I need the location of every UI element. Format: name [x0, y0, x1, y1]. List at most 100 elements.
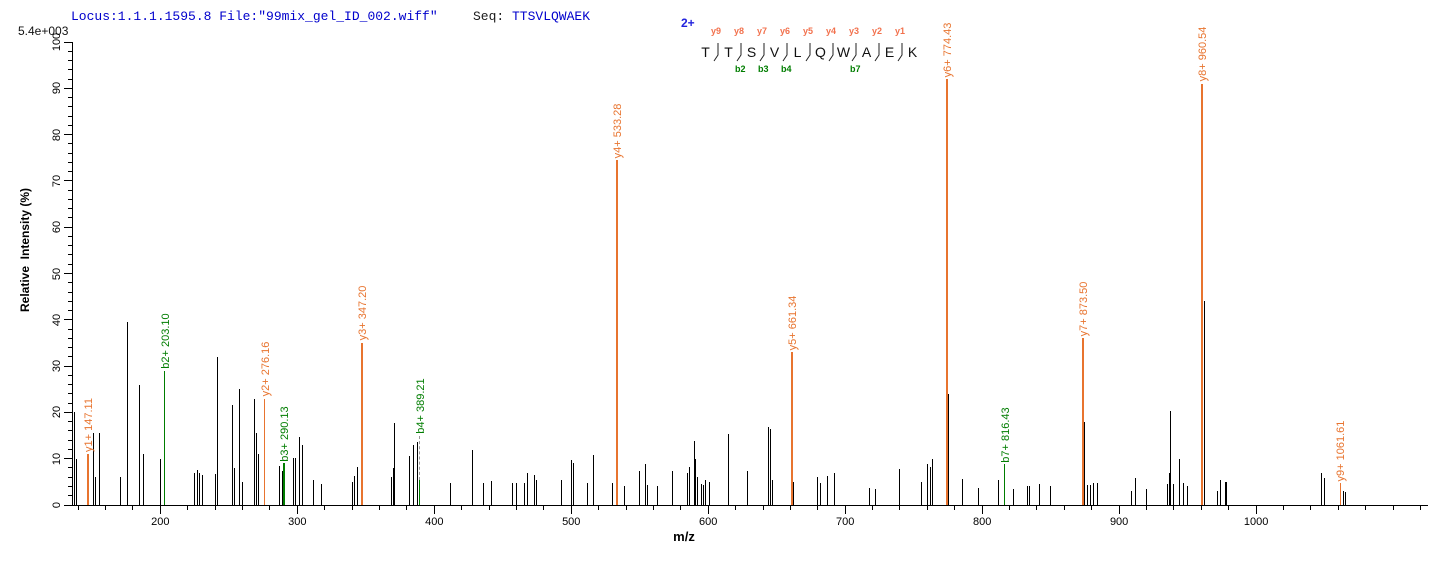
x-tick-label: 500 — [562, 516, 581, 528]
y-minor-tick — [68, 245, 72, 247]
y-tick-label-text: 40 — [51, 313, 63, 326]
peak — [120, 477, 122, 505]
peak — [1130, 491, 1132, 505]
peak — [570, 460, 572, 505]
y-major-tick — [64, 180, 72, 182]
divider-mark-icon — [828, 43, 834, 62]
x-tick-label: 1000 — [1243, 516, 1269, 528]
b-ion-peak — [163, 370, 166, 505]
peak — [689, 467, 691, 505]
peak — [833, 472, 835, 505]
y-minor-tick — [68, 485, 72, 487]
peak — [511, 483, 513, 505]
peak — [998, 479, 1000, 505]
residue-letter: E — [884, 44, 895, 60]
peak — [1084, 421, 1086, 505]
x-major-tick — [844, 505, 846, 514]
fragment-divider: y3 b7 — [849, 26, 861, 74]
y-minor-tick — [68, 430, 72, 432]
fragment-label-text: y2+ 276.16 — [259, 341, 272, 397]
x-minor-tick — [77, 505, 79, 510]
peak — [702, 485, 704, 505]
b-ion-peak — [283, 463, 285, 505]
y-ion-peak — [1339, 483, 1342, 505]
x-minor-tick — [1091, 505, 1093, 510]
x-minor-tick — [324, 505, 326, 510]
peak — [1089, 485, 1091, 505]
peak — [977, 488, 979, 505]
fragment-divider: y7 b3 — [757, 26, 769, 74]
x-minor-tick — [762, 505, 764, 510]
fragment-divider: y9 — [711, 26, 721, 64]
x-minor-tick — [1419, 505, 1421, 510]
peak — [704, 479, 706, 505]
x-tick-label: 400 — [425, 516, 444, 528]
locus-file-text: Locus:1.1.1.1595.8 File:"99mix_gel_ID_00… — [71, 9, 438, 24]
peak — [391, 477, 393, 505]
peak — [302, 444, 304, 505]
y-minor-tick — [68, 198, 72, 200]
peak — [258, 454, 260, 505]
peak — [624, 486, 626, 505]
peak — [472, 449, 474, 505]
y-minor-tick — [68, 310, 72, 312]
peak — [592, 454, 594, 505]
y-tick-label-text: 20 — [51, 406, 63, 419]
peak — [1324, 478, 1326, 505]
ladder-b-ion-label: b4 — [781, 64, 792, 74]
peak — [1343, 491, 1345, 505]
x-tick-label: 600 — [699, 516, 718, 528]
y-minor-tick — [68, 124, 72, 126]
x-axis-line — [64, 505, 1428, 506]
x-minor-tick — [1282, 505, 1284, 510]
peak — [657, 486, 659, 505]
y-major-tick — [64, 365, 72, 367]
y-tick-label-text: 90 — [51, 82, 63, 95]
x-minor-tick — [269, 505, 271, 510]
y-minor-tick — [68, 78, 72, 80]
y-major-tick — [64, 87, 72, 89]
fragment-label-text: y3+ 347.20 — [356, 286, 369, 341]
peak — [694, 441, 696, 505]
y-minor-tick — [68, 347, 72, 349]
peak — [1224, 481, 1226, 505]
y-minor-tick — [68, 282, 72, 284]
peak — [948, 393, 950, 505]
peak — [1321, 472, 1323, 505]
y-ion-peak — [1082, 338, 1084, 505]
peak — [313, 479, 315, 505]
y-major-tick — [64, 41, 72, 43]
peak — [194, 472, 196, 505]
y-ion-peak — [263, 398, 266, 505]
peak — [292, 457, 294, 505]
peak — [394, 423, 396, 505]
y-tick-label-text: 0 — [51, 501, 63, 509]
b-ion-peak — [418, 479, 421, 505]
y-minor-tick — [68, 235, 72, 237]
b-ion-peak — [1003, 464, 1006, 505]
x-minor-tick — [1392, 505, 1394, 510]
divider-mark-icon — [874, 43, 880, 62]
peak — [1096, 483, 1098, 505]
peak — [214, 473, 216, 505]
x-major-tick — [981, 505, 983, 514]
residue-letter: L — [793, 44, 802, 60]
x-minor-tick — [1173, 505, 1175, 510]
y-minor-tick — [68, 115, 72, 117]
peak — [700, 484, 702, 505]
x-minor-tick — [488, 505, 490, 510]
peak — [351, 481, 353, 505]
peak — [1178, 458, 1180, 505]
peak — [413, 444, 415, 505]
fragment-label-text: y5+ 661.34 — [787, 295, 800, 351]
peak — [321, 484, 323, 505]
peak — [524, 483, 526, 505]
peak — [535, 479, 537, 505]
fragment-divider: y2 — [872, 26, 882, 64]
y-minor-tick — [68, 208, 72, 210]
peak — [770, 429, 772, 505]
x-major-tick — [1118, 505, 1120, 514]
fragment-divider: y8 b2 — [734, 26, 746, 74]
peak — [1219, 479, 1221, 505]
